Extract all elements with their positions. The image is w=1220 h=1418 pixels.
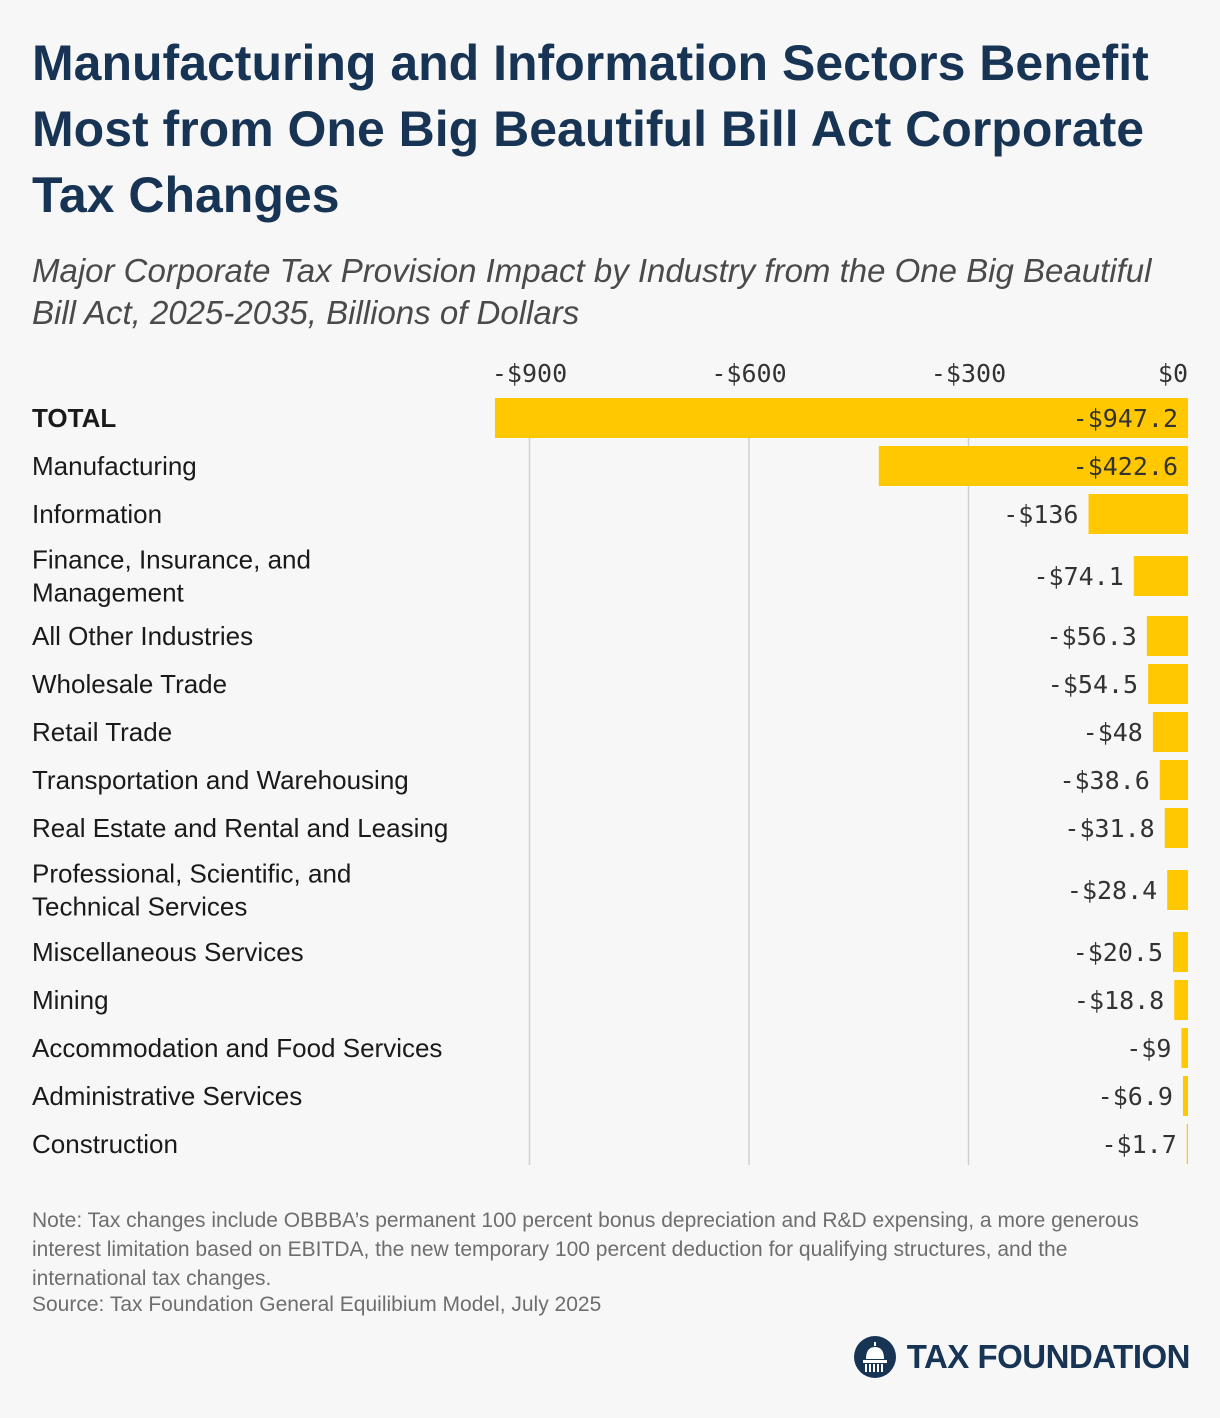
category-label: Miscellaneous Services [32, 937, 304, 967]
gridlines [528, 402, 970, 1165]
bar [878, 446, 1188, 486]
bar [494, 398, 1188, 438]
category-label: Transportation and Warehousing [32, 765, 409, 795]
bar [1186, 1124, 1188, 1164]
chart-subtitle: Major Corporate Tax Provision Impact by … [32, 252, 1152, 331]
value-label: -$422.6 [1073, 452, 1178, 481]
category-label: Wholesale Trade [32, 669, 227, 699]
category-label: Real Estate and Rental and Leasing [32, 813, 448, 843]
bar-chart: -$900 -$600 -$300 $0 TOTAL Manufacturing Info… [32, 359, 1188, 1165]
value-label: -$947.2 [1073, 404, 1178, 433]
category-label: TOTAL [32, 403, 116, 433]
bars [494, 398, 1188, 1164]
x-tick-label: $0 [1158, 359, 1188, 388]
bar [1088, 494, 1188, 534]
bar [1148, 664, 1188, 704]
chart-source: Source: Tax Foundation General Equilibiu… [32, 1293, 602, 1316]
bar [1159, 760, 1188, 800]
x-tick-label: -$300 [931, 359, 1006, 388]
bar [1173, 932, 1188, 972]
value-label: -$48 [1083, 718, 1143, 747]
bar [1152, 712, 1188, 752]
value-label: -$38.6 [1059, 766, 1149, 795]
chart-note: Note: Tax changes include OBBBA’s perman… [32, 1209, 1139, 1290]
bar [1174, 980, 1188, 1020]
chart-title: Manufacturing and Information Sectors Be… [32, 35, 1149, 223]
x-tick-label: -$600 [711, 359, 786, 388]
tax-foundation-logo: TAX FOUNDATION [853, 1335, 1191, 1379]
category-label: Accommodation and Food Services [32, 1033, 442, 1063]
bar [1133, 556, 1188, 596]
bar [1164, 808, 1188, 848]
category-label: Construction [32, 1129, 178, 1159]
value-labels: -$947.2 -$422.6 -$136 -$74.1 -$56.3 -$54.5 -$4… [1003, 404, 1178, 1159]
value-label: -$31.8 [1064, 814, 1154, 843]
x-tick-label: -$900 [492, 359, 567, 388]
value-label: -$56.3 [1046, 622, 1136, 651]
logo-text: TAX FOUNDATION [906, 1338, 1191, 1375]
value-label: -$1.7 [1101, 1130, 1176, 1159]
category-label: Manufacturing [32, 451, 197, 481]
value-label: -$74.1 [1033, 562, 1123, 591]
value-label: -$20.5 [1073, 938, 1163, 967]
bar [1167, 870, 1188, 910]
value-label: -$6.9 [1098, 1082, 1173, 1111]
category-label: Professional, Scientific, and Technical S… [32, 859, 351, 922]
category-label: Retail Trade [32, 717, 172, 747]
bar [1181, 1028, 1188, 1068]
category-labels: TOTAL Manufacturing Information Finance, In… [32, 403, 448, 1159]
category-label: Mining [32, 985, 109, 1015]
bar [1182, 1076, 1188, 1116]
value-label: -$9 [1126, 1034, 1171, 1063]
category-label: Information [32, 499, 162, 529]
bar [1146, 616, 1188, 656]
category-label: Finance, Insurance, and Management [32, 545, 311, 608]
value-label: -$54.5 [1048, 670, 1138, 699]
value-label: -$28.4 [1067, 876, 1157, 905]
capitol-dome-icon [853, 1336, 896, 1378]
value-label: -$18.8 [1074, 986, 1164, 1015]
category-label: Administrative Services [32, 1081, 302, 1111]
value-label: -$136 [1003, 500, 1078, 529]
x-axis-ticks: -$900 -$600 -$300 $0 [492, 359, 1188, 388]
category-label: All Other Industries [32, 621, 253, 651]
